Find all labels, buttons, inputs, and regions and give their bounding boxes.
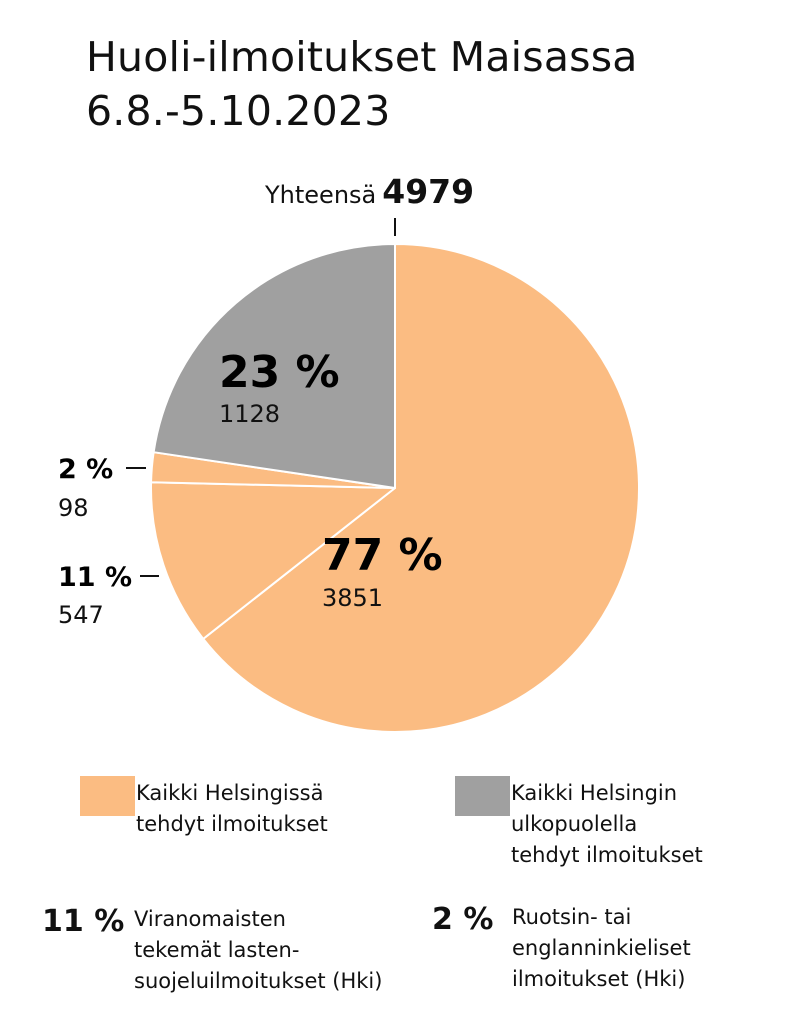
note-text-official: Viranomaisten tekemät lasten- suojeluilm…	[134, 907, 383, 993]
pie-chart: 23 % 1128 77 % 3851 2 % 98 11 % 547	[58, 218, 640, 733]
pie-slices	[150, 243, 640, 733]
helsinki-count-label: 3851	[322, 584, 383, 612]
pie-slice-official	[150, 481, 396, 640]
legend-text-helsinki: Kaikki Helsingissä tehdyt ilmoitukset	[136, 781, 328, 836]
chart-title: Huoli-ilmoitukset Maisassa 6.8.-5.10.202…	[86, 30, 638, 138]
pie-slice-outside	[152, 243, 396, 489]
outside-count-label: 1128	[219, 400, 280, 428]
language-count-label: 98	[58, 494, 89, 522]
official-count-label: 547	[58, 601, 104, 629]
legend-swatch-outside	[455, 776, 510, 816]
outside-percent-label: 23 %	[219, 347, 340, 398]
helsinki-percent-label: 77 %	[322, 530, 443, 581]
chart-title-line1: Huoli-ilmoitukset Maisassa	[86, 33, 638, 81]
note-text-language: Ruotsin- tai englanninkieliset ilmoituks…	[512, 905, 691, 991]
pie-slice-helsinki-other	[202, 243, 640, 733]
official-percent-label: 11 %	[58, 562, 132, 593]
total-value: 4979	[382, 172, 475, 211]
total-label: Yhteensä	[265, 181, 377, 209]
language-percent-label: 2 %	[58, 454, 113, 485]
legend-text-outside: Kaikki Helsingin ulkopuolella tehdyt ilm…	[511, 781, 703, 867]
chart-title-line2: 6.8.-5.10.2023	[86, 87, 391, 135]
note-percent-language: 2 %	[432, 902, 494, 937]
legend-swatch-helsinki	[80, 776, 135, 816]
note-percent-official: 11 %	[42, 904, 125, 939]
